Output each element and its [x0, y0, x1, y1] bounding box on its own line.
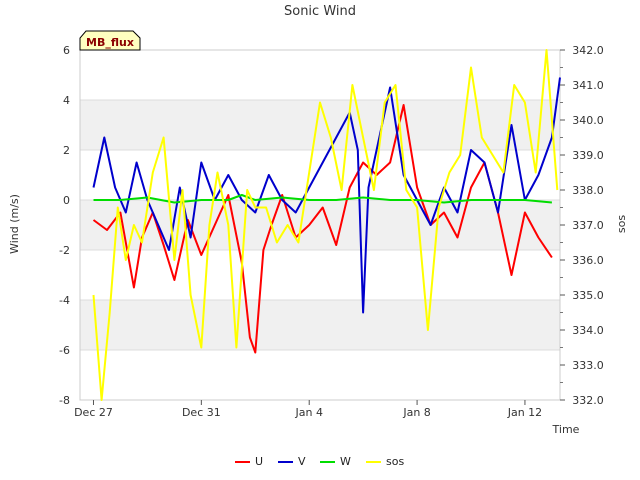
- x-axis-ticks: Dec 27 Dec 31 Jan 4 Jan 8 Jan 12: [74, 400, 542, 419]
- series-line-U: [92, 104, 553, 354]
- series-line-W: [93, 194, 552, 204]
- y-tick-label: 4: [63, 94, 70, 107]
- band: [80, 300, 560, 350]
- x-tick-label: Jan 8: [402, 406, 430, 419]
- series-line-V: [92, 77, 561, 314]
- y2-tick-label: 342.0: [572, 44, 604, 57]
- series-line-sos: [92, 49, 559, 401]
- y-tick-label: -6: [59, 344, 70, 357]
- x-tick-label: Dec 31: [182, 406, 221, 419]
- y2-tick-label: 334.0: [572, 324, 604, 337]
- x-axis-label: Time: [552, 423, 580, 436]
- band: [80, 200, 560, 250]
- y2-tick-label: 337.0: [572, 219, 604, 232]
- series-layer: [92, 49, 561, 401]
- flux-badge-label: MB_flux: [86, 36, 134, 49]
- y2-axis-ticks: 332.0 333.0 334.0 335.0 336.0 337.0 338.0 339.0…: [560, 44, 604, 407]
- y2-axis-label: sos: [615, 215, 628, 233]
- y2-tick-label: 341.0: [572, 79, 604, 92]
- y-tick-label: -8: [59, 394, 70, 407]
- y2-tick-label: 340.0: [572, 114, 604, 127]
- y-tick-label: 0: [63, 194, 70, 207]
- y-axis-ticks: -8 -6 -4 -2 0 2 4 6: [59, 44, 70, 407]
- y-tick-label: -4: [59, 294, 70, 307]
- x-tick-label: Jan 12: [507, 406, 542, 419]
- flux-badge-box: [79, 30, 141, 51]
- y2-tick-label: 332.0: [572, 394, 604, 407]
- y-tick-label: -2: [59, 244, 70, 257]
- chart-title: Sonic Wind: [284, 4, 356, 19]
- background-bands: [80, 100, 560, 350]
- y2-tick-label: 338.0: [572, 184, 604, 197]
- legend-label-V: V: [298, 455, 306, 468]
- y-tick-label: 2: [63, 144, 70, 157]
- x-tick-label: Dec 27: [74, 406, 113, 419]
- y2-tick-label: 336.0: [572, 254, 604, 267]
- y2-tick-label: 339.0: [572, 149, 604, 162]
- legend-label-U: U: [255, 455, 263, 468]
- y-tick-label: 6: [63, 44, 70, 57]
- x-tick-label: Jan 4: [294, 406, 322, 419]
- y-axis-label: Wind (m/s): [8, 194, 21, 254]
- y2-tick-label: 335.0: [572, 289, 604, 302]
- legend-label-sos: sos: [386, 455, 404, 468]
- flux-badge: MB_flux: [79, 30, 141, 51]
- y2-tick-label: 333.0: [572, 359, 604, 372]
- legend-label-W: W: [340, 455, 351, 468]
